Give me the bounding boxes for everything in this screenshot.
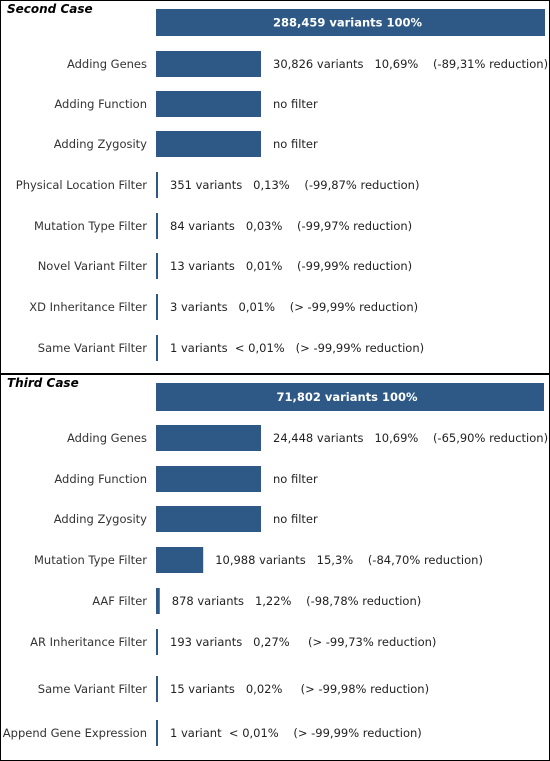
bar-annotation: 10,988 variants 15,3% (-84,70% reduction… [215,553,483,567]
bar-annotation: 3 variants 0,01% (> -99,99% reduction) [170,300,418,314]
bar-annotation: no filter [273,472,318,486]
bar [156,172,158,198]
category-label: Adding Genes [67,57,147,71]
second-case-chart: 288,459 variants 100% Adding Genes 30,826 … [16,9,548,361]
bar [156,91,261,117]
category-label: Same Variant Filter [38,341,147,355]
category-label: Physical Location Filter [16,178,147,192]
bar-annotation: 84 variants 0,03% (-99,97% reduction) [170,219,412,233]
total-bar [156,383,544,411]
category-label: Novel Variant Filter [38,259,148,273]
bar-annotation: 193 variants 0,27% (> -99,73% reduction) [170,635,436,649]
second-case-panel: Second Case 288,459 variants 100% Adding … [0,0,550,374]
category-label: Adding Zygosity [54,137,147,151]
category-label: Adding Function [54,97,147,111]
bar [156,676,158,702]
category-label: Mutation Type Filter [34,219,147,233]
category-label: Adding Function [54,472,147,486]
bar [156,506,261,532]
category-label: Mutation Type Filter [34,553,147,567]
category-label: AR Inheritance Filter [30,635,147,649]
bar-annotation: 13 variants 0,01% (-99,99% reduction) [170,259,412,273]
bar-annotation: 15 variants 0,02% (> -99,98% reduction) [170,682,429,696]
bar [156,720,158,746]
bar-annotation: 30,826 variants 10,69% (-89,31% reductio… [273,57,548,71]
bar-annotation: 878 variants 1,22% (-98,78% reduction) [172,594,421,608]
bar [156,213,158,239]
bar [156,294,158,320]
bar-annotation: 351 variants 0,13% (-99,87% reduction) [170,178,419,192]
bar [156,131,261,157]
category-label: Adding Genes [67,431,147,445]
category-label: Append Gene Expression [3,726,147,740]
bar [156,335,158,361]
bar [156,466,261,492]
category-label: Same Variant Filter [38,682,147,696]
category-label: Adding Zygosity [54,512,147,526]
total-bar [156,9,545,36]
bar [156,547,204,573]
total-label: 288,459 variants 100% [273,16,423,30]
total-label: 71,802 variants 100% [276,390,418,404]
bar-annotation: no filter [273,97,318,111]
bar-annotation: no filter [273,137,318,151]
third-case-chart: 71,802 variants 100% Adding Genes 24,448 v… [3,383,548,746]
bar [156,425,261,451]
panel-title: Second Case [7,2,93,16]
bar-annotation: 1 variant < 0,01% (> -99,99% reduction) [170,726,422,740]
category-label: XD Inheritance Filter [29,300,147,314]
bar [156,629,158,655]
bar [156,51,261,77]
bar [156,253,158,279]
bar-annotation: 24,448 variants 10,69% (-65,90% reductio… [273,431,548,445]
bar-annotation: no filter [273,512,318,526]
third-case-panel: Third Case 71,802 variants 100% Adding Ge… [0,374,550,761]
category-label: AAF Filter [92,594,147,608]
panel-title: Third Case [7,376,79,390]
bar [156,588,160,614]
bar-annotation: 1 variants < 0,01% (> -99,99% reduction) [170,341,424,355]
